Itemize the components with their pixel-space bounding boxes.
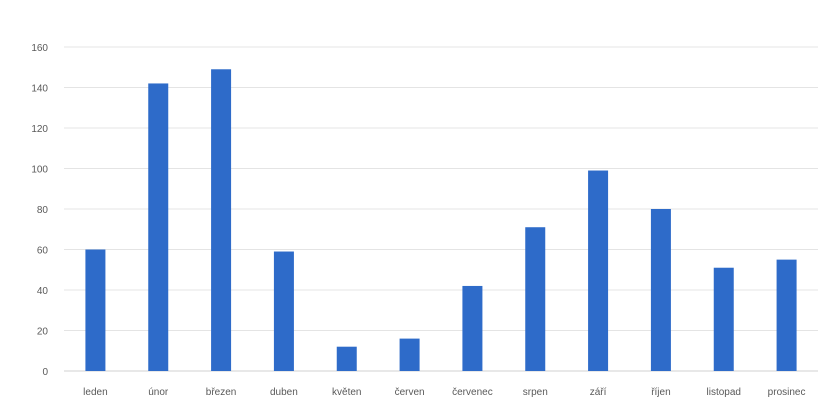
bar-1 <box>148 83 169 371</box>
bar-6 <box>462 285 483 371</box>
y-tick-label: 0 <box>42 367 48 378</box>
y-axis-tick-labels: 0 20 40 60 80 100 120 140 160 <box>31 43 48 378</box>
x-tick-label: červen <box>395 387 425 398</box>
x-tick-label: únor <box>148 387 169 398</box>
x-tick-label: duben <box>270 387 298 398</box>
x-tick-label: červenec <box>452 387 493 398</box>
bar-11 <box>776 259 797 371</box>
bar-0 <box>85 249 106 371</box>
x-tick-label: srpen <box>523 387 548 398</box>
y-tick-label: 60 <box>37 246 49 257</box>
bar-3 <box>273 251 294 371</box>
bar-4 <box>336 346 357 371</box>
y-tick-label: 120 <box>31 124 48 135</box>
bar-8 <box>588 170 609 371</box>
y-tick-label: 40 <box>37 286 49 297</box>
y-tick-label: 20 <box>37 327 49 338</box>
y-tick-label: 160 <box>31 43 48 54</box>
bar-7 <box>525 227 546 371</box>
x-axis-tick-labels: leden únor březen duben květen červen červenec… <box>83 387 805 398</box>
gridlines <box>64 46 818 372</box>
x-tick-label: březen <box>206 387 237 398</box>
x-tick-label: leden <box>83 387 107 398</box>
bar-5 <box>399 338 420 371</box>
x-tick-label: prosinec <box>768 387 806 398</box>
y-tick-label: 100 <box>31 165 48 176</box>
y-tick-label: 80 <box>37 205 49 216</box>
bar-2 <box>211 69 232 372</box>
x-tick-label: květen <box>332 387 361 398</box>
bars <box>85 69 797 372</box>
x-tick-label: říjen <box>651 387 670 398</box>
y-tick-label: 140 <box>31 84 48 95</box>
x-tick-label: září <box>590 387 607 398</box>
x-tick-label: listopad <box>707 387 741 398</box>
bar-9 <box>650 209 671 371</box>
bar-10 <box>713 267 734 371</box>
